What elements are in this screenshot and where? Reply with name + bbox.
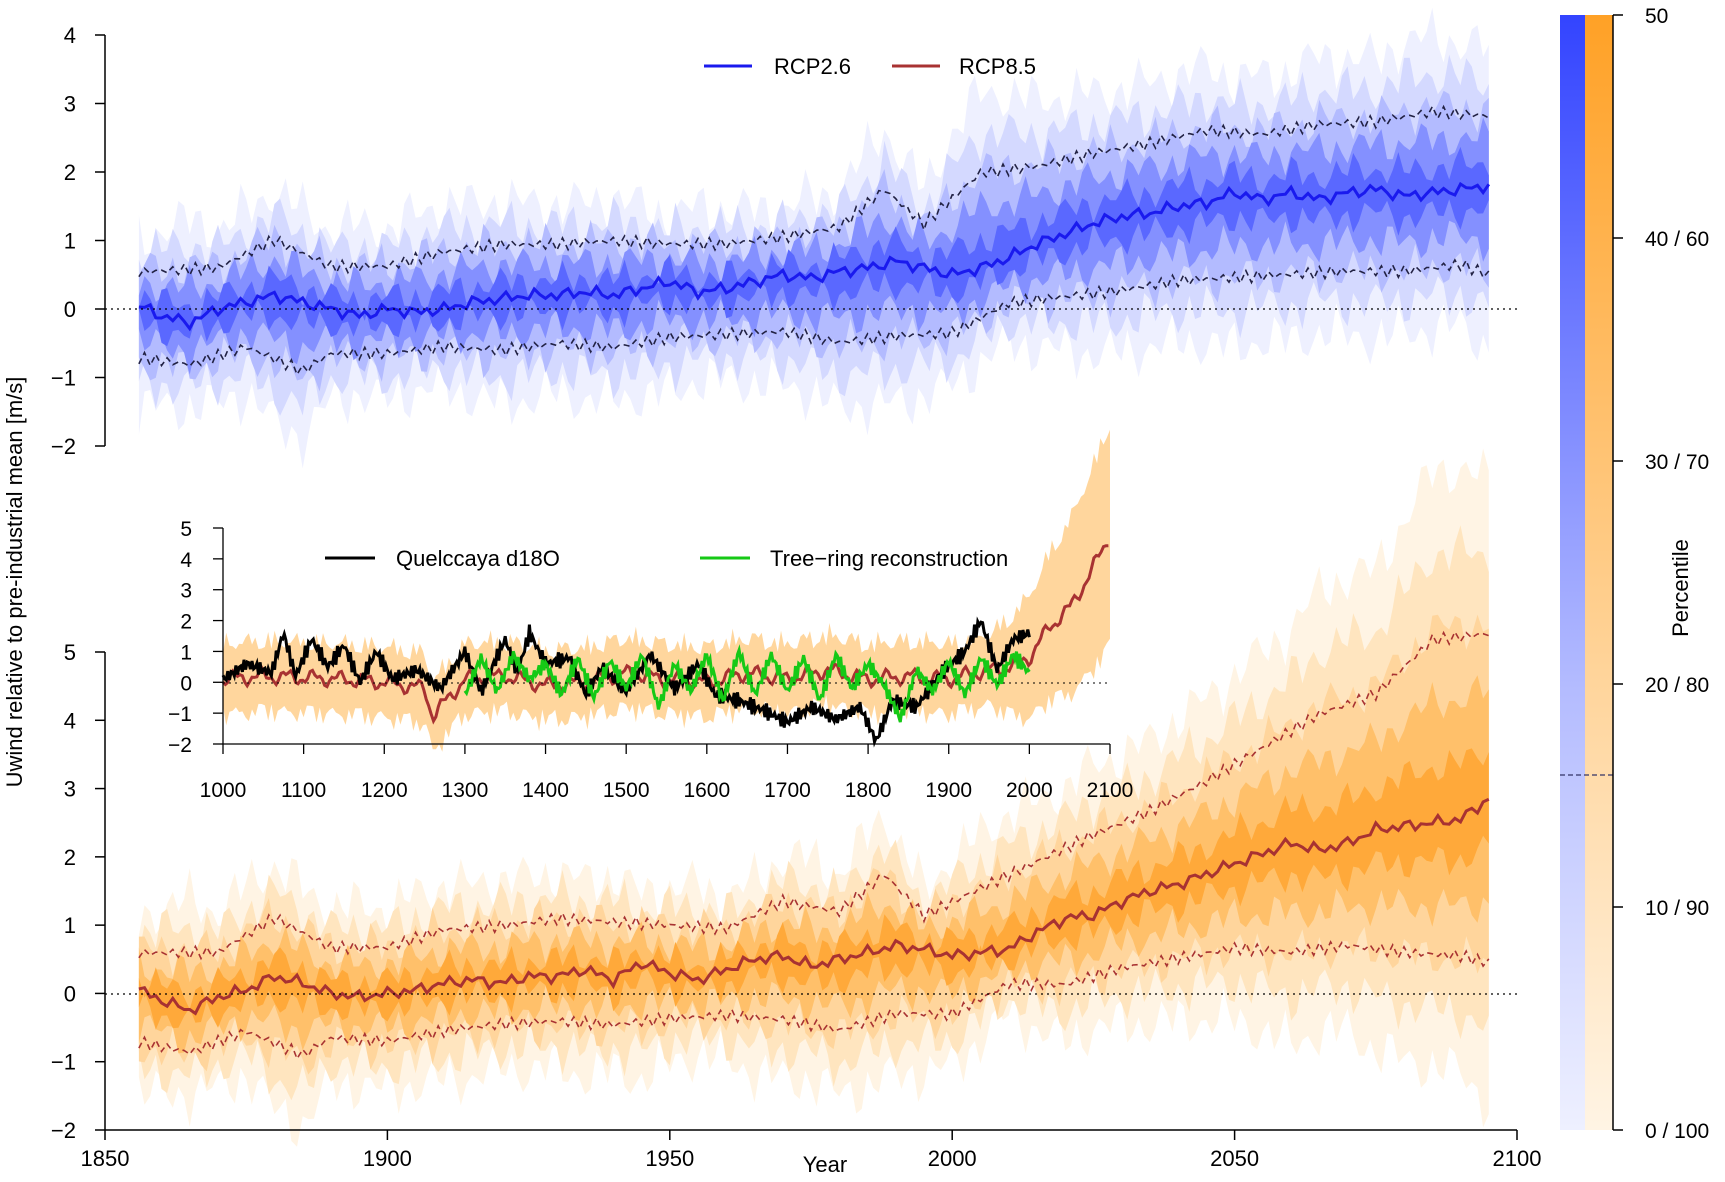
rcp85-y-tick-label: 5 bbox=[64, 640, 76, 665]
x-tick-label: 2100 bbox=[1493, 1146, 1542, 1171]
rcp26-y-tick-label: −2 bbox=[51, 434, 76, 459]
rcp85-y-tick-label: 3 bbox=[64, 777, 76, 802]
colorbar-tick-label: 50 bbox=[1645, 5, 1668, 28]
inset-x-tick-label: 1300 bbox=[442, 779, 489, 802]
inset-x-tick-label: 1100 bbox=[281, 779, 326, 802]
rcp26-upper-dashed-line bbox=[138, 104, 1490, 278]
inset-y-tick-label: −2 bbox=[168, 734, 192, 757]
rcp85-y-tick-label: 0 bbox=[64, 981, 76, 1006]
colorbar: 0 / 100 10 / 90 20 / 80 30 / 70 40 / 60 50 Pe… bbox=[1560, 5, 1709, 1143]
inset-x-tick-label: 1200 bbox=[361, 779, 408, 802]
rcp85-lower-dashed-line bbox=[138, 940, 1490, 1061]
inset-x-tick-label: 2000 bbox=[1006, 779, 1053, 802]
inset-y-tick-label: 1 bbox=[180, 641, 192, 664]
inset-y-tick-label: 4 bbox=[180, 549, 192, 572]
rcp26-panel: −2 −1 0 1 2 3 4 bbox=[51, 7, 1517, 469]
y-axis-label: Uwind relative to pre-industrial mean [m… bbox=[2, 377, 27, 788]
x-axis-label: Year bbox=[803, 1152, 847, 1177]
rcp26-lower-dashed-line bbox=[138, 258, 1490, 377]
rcp26-y-tick-label: 3 bbox=[64, 92, 76, 117]
colorbar-tick-label: 30 / 70 bbox=[1645, 451, 1709, 474]
main-legend: RCP2.6 RCP8.5 bbox=[704, 54, 1036, 79]
rcp26-y-tick-label: 1 bbox=[64, 229, 76, 254]
inset-panel: −2 −1 0 1 2 3 4 5 1000 1100 1200 1300 1400 1500 1600 1… bbox=[168, 429, 1134, 802]
x-tick-label: 1950 bbox=[645, 1146, 694, 1171]
inset-y-tick-label: 5 bbox=[180, 518, 192, 541]
rcp85-y-tick-label: −1 bbox=[51, 1050, 76, 1075]
colorbar-title: Percentile bbox=[1668, 539, 1693, 637]
x-tick-label: 1850 bbox=[81, 1146, 130, 1171]
rcp85-panel: −2 −1 0 1 2 3 4 5 1850 1900 1950 2000 2050 2100 bbox=[51, 448, 1542, 1171]
inset-legend-treering-label: Tree−ring reconstruction bbox=[770, 546, 1008, 571]
rcp26-y-tick-label: −1 bbox=[51, 366, 76, 391]
inset-y-tick-label: 0 bbox=[180, 672, 192, 695]
inset-x-tick-label: 1000 bbox=[200, 779, 247, 802]
inset-x-tick-label: 1800 bbox=[845, 779, 892, 802]
inset-y-tick-label: 2 bbox=[180, 611, 192, 634]
rcp85-band-4 bbox=[138, 675, 1489, 1054]
inset-x-tick-label: 2100 bbox=[1087, 779, 1134, 802]
colorbar-tick-label: 10 / 90 bbox=[1645, 897, 1709, 920]
rcp26-median-line bbox=[138, 181, 1491, 332]
colorbar-tick-label: 40 / 60 bbox=[1645, 228, 1709, 251]
legend-rcp26-label: RCP2.6 bbox=[774, 54, 851, 79]
colorbar-orange-strip bbox=[1585, 15, 1613, 1130]
rcp85-upper-dashed-line bbox=[138, 630, 1490, 961]
x-tick-label: 1900 bbox=[363, 1146, 412, 1171]
inset-treering-line bbox=[463, 644, 1031, 723]
rcp85-y-tick-label: 2 bbox=[64, 845, 76, 870]
inset-legend-quelccaya-label: Quelccaya d18O bbox=[396, 546, 560, 571]
inset-x-tick-label: 1900 bbox=[925, 779, 972, 802]
rcp26-y-tick-label: 2 bbox=[64, 160, 76, 185]
rcp85-y-tick-label: 1 bbox=[64, 913, 76, 938]
x-tick-label: 2050 bbox=[1210, 1146, 1259, 1171]
x-tick-label: 2000 bbox=[928, 1146, 977, 1171]
inset-x-tick-label: 1500 bbox=[603, 779, 650, 802]
rcp85-y-tick-label: −2 bbox=[51, 1118, 76, 1143]
rcp85-y-tick-label: 4 bbox=[64, 708, 76, 733]
inset-x-tick-label: 1400 bbox=[522, 779, 569, 802]
rcp85-band-5 bbox=[138, 748, 1489, 1030]
colorbar-blue-strip bbox=[1560, 15, 1585, 1130]
inset-y-tick-label: −1 bbox=[168, 703, 192, 726]
rcp85-median-line bbox=[138, 797, 1490, 1016]
colorbar-tick-label: 0 / 100 bbox=[1645, 1120, 1709, 1143]
rcp26-y-tick-label: 0 bbox=[64, 297, 76, 322]
inset-y-tick-label: 3 bbox=[180, 580, 192, 603]
rcp26-band-5 bbox=[138, 146, 1489, 347]
colorbar-tick-label: 20 / 80 bbox=[1645, 674, 1709, 697]
legend-rcp85-label: RCP8.5 bbox=[959, 54, 1036, 79]
rcp26-y-tick-label: 4 bbox=[64, 23, 76, 48]
inset-x-tick-label: 1700 bbox=[764, 779, 811, 802]
inset-x-tick-label: 1600 bbox=[683, 779, 730, 802]
